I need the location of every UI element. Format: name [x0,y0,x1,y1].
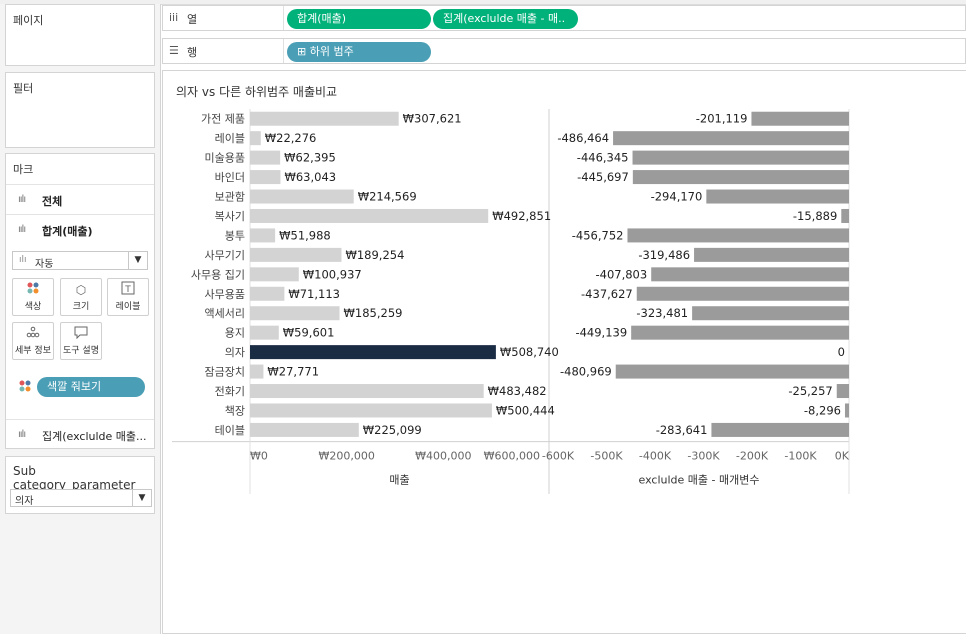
color-dots-icon [18,379,32,396]
rows-label: 행 [187,46,198,59]
left-panel: 페이지 필터 마크 ıılı 전체 ıılı 합계(매출) ılı 자동 ▼ 색… [0,4,161,634]
parameter-card: Sub category_parameter 의자 ▼ [5,456,155,514]
mark-row-label: 합계(매출) [42,225,93,238]
column-pill-exclude[interactable]: 집계(exclulde 매출 - 매.. [433,9,578,29]
column-pill-sum-sales[interactable]: 합계(매출) [287,9,431,29]
parameter-title: Sub category_parameter [13,464,136,492]
columns-icon: iii [169,11,179,24]
columns-shelf[interactable]: iii 열 합계(매출) 집계(exclulde 매출 - 매.. [162,5,966,31]
tooltip-label: 도구 설명 [63,346,99,356]
detail-icon [13,325,53,343]
mark-type-value: 자동 [35,259,54,270]
label-label: 레이블 [115,302,141,312]
mark-row-sum-sales[interactable]: ıılı 합계(매출) [6,214,154,244]
bar-chart-icon: ılı [19,255,27,265]
worksheet-view [162,70,966,634]
shelf-divider [283,6,284,30]
tooltip-button[interactable]: 도구 설명 [60,322,102,360]
parameter-value: 의자 [15,496,34,507]
shelf-divider [283,39,284,63]
pages-title: 페이지 [13,14,44,27]
mark-row-all[interactable]: ıılı 전체 [6,184,154,214]
label-icon: T [108,281,148,299]
detail-button[interactable]: 세부 정보 [12,322,54,360]
mark-type-select[interactable]: ılı 자동 ▼ [12,251,148,270]
label-button[interactable]: T 레이블 [107,278,149,316]
top-toolbar-strip [0,0,966,5]
size-label: 크기 [72,302,90,312]
bar-mark-icon: ıılı [18,194,26,205]
columns-label: 열 [187,13,198,26]
rows-icon: ☰ [169,44,179,57]
detail-label: 세부 정보 [15,346,51,356]
filters-card[interactable]: 필터 [5,72,155,148]
mark-row-exclude[interactable]: ıılı 집계(exclulde 매출... [6,419,154,449]
chevron-down-icon: ▼ [132,490,151,506]
rows-shelf[interactable]: ☰ 행 ⊞ 하위 범주 [162,38,966,64]
mark-row-label: 전체 [42,195,63,208]
color-field-pill[interactable]: 색깔 줘보기 [37,377,145,397]
parameter-select[interactable]: 의자 ▼ [10,489,152,507]
bar-mark-icon: ıılı [18,224,26,235]
bar-mark-icon: ıılı [18,429,26,440]
tooltip-icon [61,325,101,343]
svg-text:T: T [124,285,131,295]
color-label: 색상 [24,302,42,312]
marks-card: 마크 ıılı 전체 ıılı 합계(매출) ılı 자동 ▼ 색상 ⬡ 크기 … [5,153,155,449]
size-button[interactable]: ⬡ 크기 [60,278,102,316]
marks-title: 마크 [13,163,34,176]
size-icon: ⬡ [75,283,87,297]
pages-card[interactable]: 페이지 [5,4,155,66]
color-icon [13,281,53,299]
chart-title: 의자 vs 다른 하위범주 매출비교 [176,85,338,99]
row-pill-subcategory[interactable]: ⊞ 하위 범주 [287,42,431,62]
chevron-down-icon: ▼ [128,252,147,269]
mark-row-label: 집계(exclulde 매출... [42,430,147,443]
filters-title: 필터 [13,82,34,95]
color-button[interactable]: 색상 [12,278,54,316]
